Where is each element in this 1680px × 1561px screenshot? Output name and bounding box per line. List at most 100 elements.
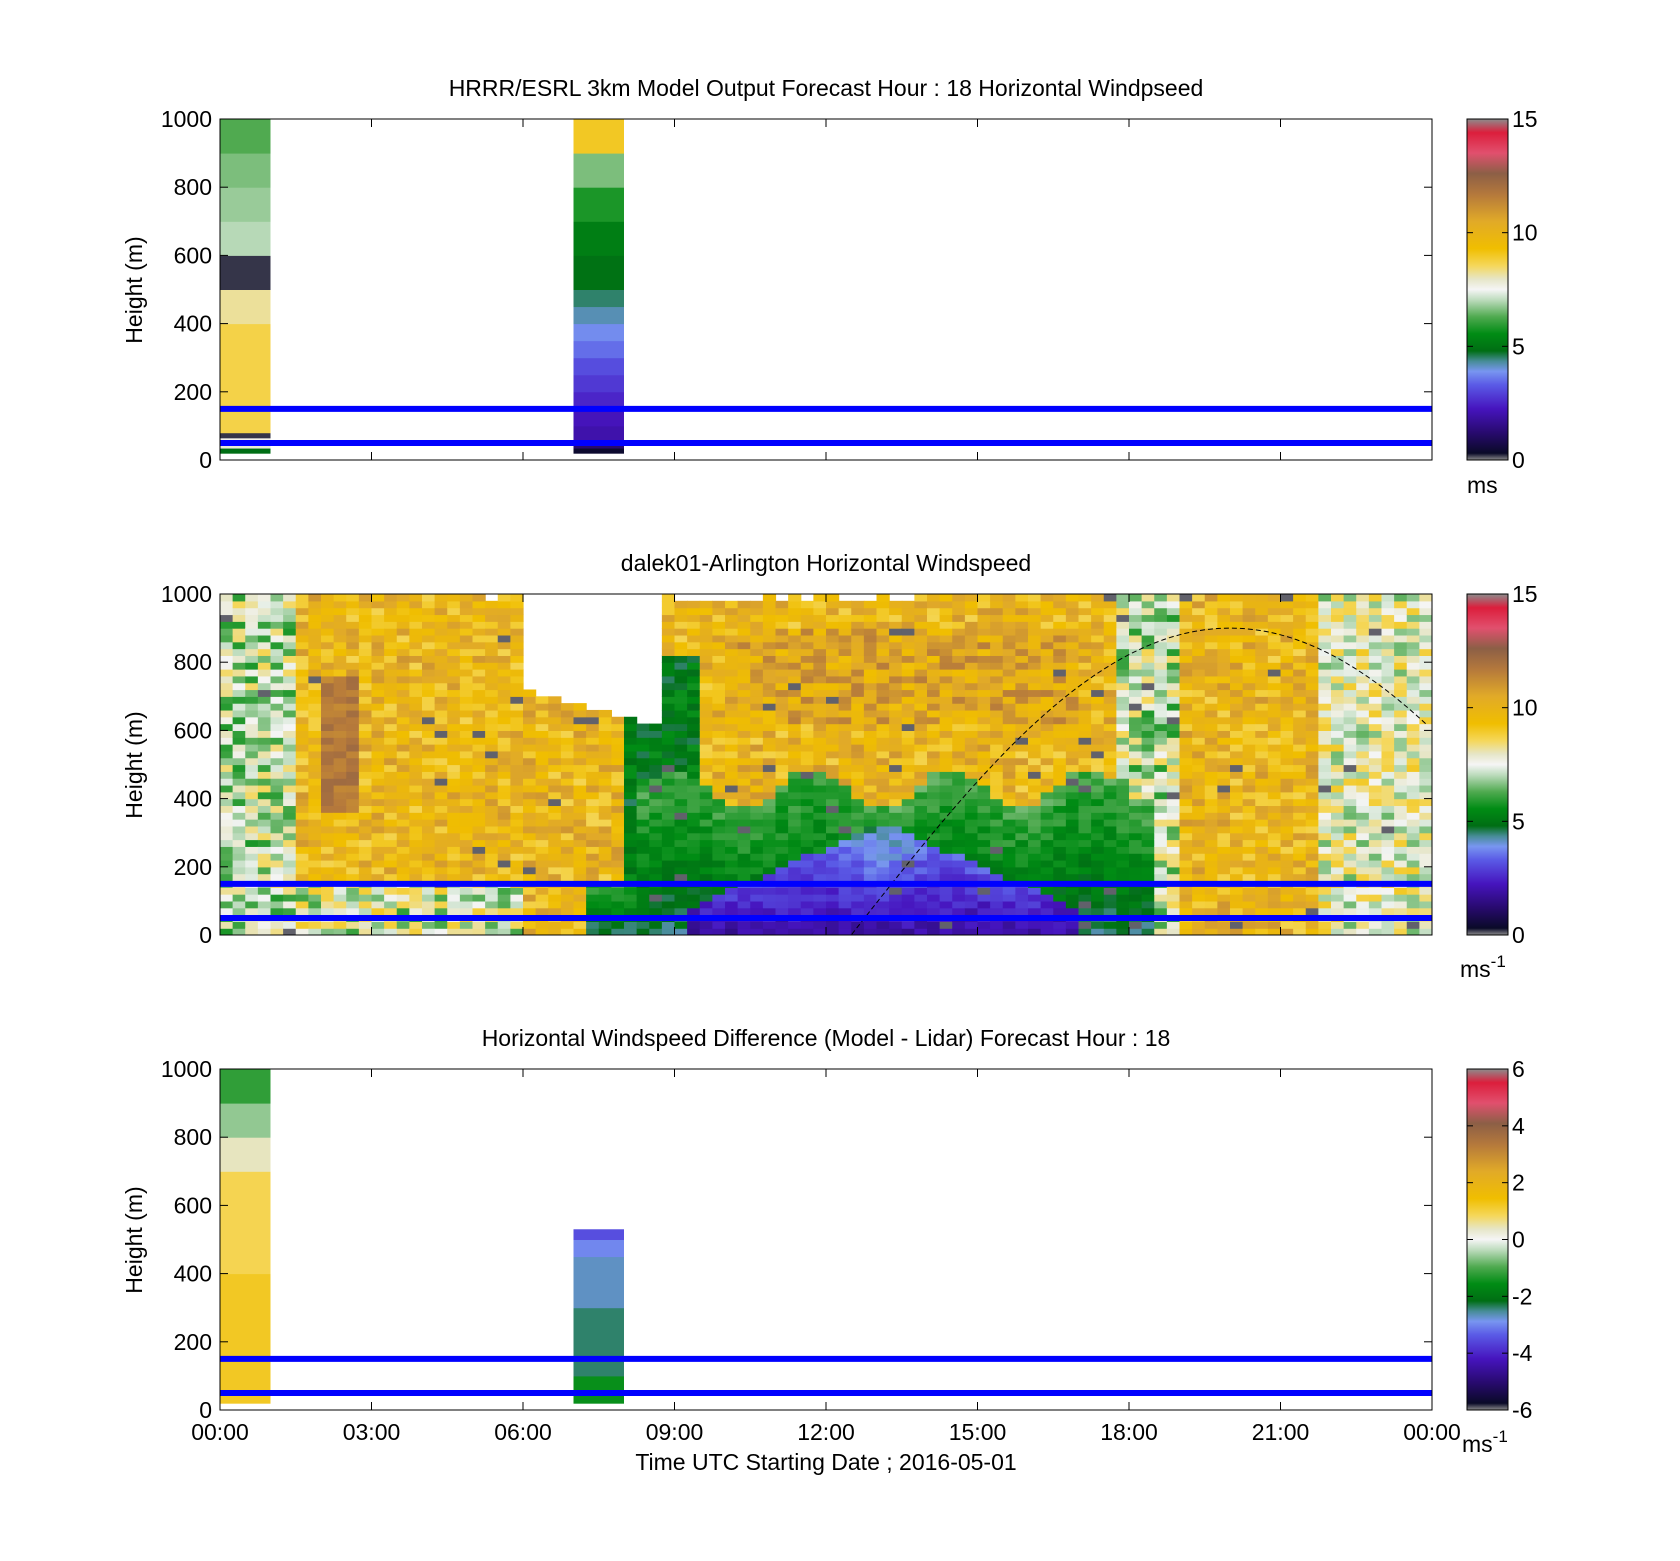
- heatmap-cell: [245, 662, 259, 670]
- heatmap-cell: [598, 737, 612, 745]
- heatmap-cell: [220, 764, 234, 772]
- heatmap-cell: [927, 696, 941, 704]
- heatmap-cell: [321, 621, 335, 629]
- heatmap-cell: [497, 655, 511, 663]
- heatmap-cell: [1015, 723, 1029, 731]
- heatmap-cell: [1091, 607, 1105, 616]
- heatmap-cell: [472, 784, 486, 793]
- heatmap-cell: [927, 873, 941, 882]
- heatmap-cell: [876, 819, 890, 827]
- heatmap-cell: [1331, 839, 1345, 847]
- heatmap-cell: [1166, 600, 1181, 609]
- heatmap-cell: [358, 607, 373, 616]
- heatmap-cell: [939, 778, 953, 786]
- heatmap-cell: [333, 873, 347, 882]
- heatmap-cell: [876, 839, 890, 847]
- heatmap-cell: [510, 689, 524, 697]
- heatmap-cell: [1305, 819, 1319, 827]
- heatmap-cell: [1217, 737, 1231, 745]
- heatmap-cell: [371, 928, 385, 935]
- heatmap-cell: [1154, 600, 1168, 609]
- heatmap-cell: [674, 730, 688, 738]
- heatmap-cell: [548, 900, 562, 909]
- heatmap-cell: [409, 689, 423, 697]
- heatmap-cell: [257, 709, 272, 718]
- heatmap-cell: [472, 716, 486, 725]
- heatmap-cell: [1419, 682, 1432, 691]
- heatmap-cell: [472, 757, 486, 766]
- heatmap-cell: [712, 614, 726, 622]
- heatmap-cell: [358, 887, 373, 895]
- heatmap-cell: [573, 323, 624, 342]
- heatmap-cell: [232, 655, 246, 663]
- heatmap-cell: [523, 866, 537, 875]
- heatmap-cell: [687, 873, 701, 882]
- heatmap-cell: [863, 703, 878, 711]
- heatmap-cell: [800, 887, 814, 895]
- y-tick-label: 1000: [161, 581, 212, 607]
- heatmap-cell: [661, 682, 676, 691]
- heatmap-cell: [1179, 689, 1193, 697]
- heatmap-cell: [1242, 744, 1256, 752]
- heatmap-cell: [1179, 798, 1193, 807]
- heatmap-cell: [1053, 634, 1067, 643]
- heatmap-cell: [358, 648, 373, 656]
- heatmap-cell: [1078, 655, 1092, 663]
- heatmap-cell: [750, 696, 764, 704]
- heatmap-cell: [990, 778, 1004, 786]
- heatmap-cell: [447, 859, 461, 868]
- heatmap-cell: [1217, 703, 1231, 711]
- heatmap-cell: [472, 805, 486, 813]
- heatmap-cell: [1419, 853, 1432, 861]
- heatmap-cell: [1394, 703, 1408, 711]
- heatmap-cell: [813, 682, 827, 691]
- heatmap-cell: [1267, 859, 1282, 868]
- heatmap-cell: [838, 771, 852, 779]
- heatmap-cell: [1255, 798, 1269, 807]
- heatmap-cell: [1141, 634, 1155, 643]
- heatmap-cell: [750, 846, 764, 854]
- heatmap-cell: [914, 859, 928, 868]
- heatmap-cell: [1305, 764, 1319, 772]
- heatmap-cell: [1368, 750, 1383, 759]
- heatmap-cell: [548, 819, 562, 827]
- heatmap-cell: [863, 655, 878, 663]
- heatmap-cell: [788, 621, 802, 629]
- heatmap-cell: [611, 771, 625, 779]
- heatmap-cell: [901, 805, 915, 813]
- heatmap-cell: [1406, 825, 1420, 834]
- heatmap-cell: [674, 621, 688, 629]
- heatmap-cell: [1230, 696, 1244, 704]
- heatmap-cell: [775, 634, 789, 643]
- heatmap-cell: [333, 805, 347, 813]
- heatmap-cell: [901, 607, 915, 616]
- heatmap-cell: [1129, 641, 1143, 650]
- heatmap-cell: [1091, 894, 1105, 902]
- heatmap-cell: [548, 750, 562, 759]
- heatmap-cell: [1078, 675, 1092, 684]
- heatmap-cell: [1230, 628, 1244, 636]
- heatmap-cell: [220, 1137, 271, 1172]
- heatmap-cell: [813, 771, 827, 779]
- heatmap-cell: [649, 744, 663, 752]
- heatmap-cell: [1356, 648, 1370, 656]
- heatmap-cell: [1091, 839, 1105, 847]
- heatmap-cell: [1065, 928, 1080, 935]
- heatmap-cell: [1065, 716, 1080, 725]
- heatmap-cell: [1192, 771, 1206, 779]
- heatmap-cell: [775, 614, 789, 622]
- heatmap-cell: [1318, 628, 1332, 636]
- heatmap-cell: [1002, 839, 1016, 847]
- heatmap-cell: [762, 887, 777, 895]
- heatmap-cell: [863, 839, 878, 847]
- heatmap-cell: [788, 894, 802, 902]
- heatmap-cell: [876, 730, 890, 738]
- heatmap-cell: [636, 750, 650, 759]
- heatmap-cell: [1141, 628, 1155, 636]
- heatmap-cell: [1293, 921, 1307, 929]
- heatmap-cell: [1116, 709, 1130, 718]
- heatmap-cell: [497, 750, 511, 759]
- heatmap-cell: [1305, 798, 1319, 807]
- heatmap-cell: [295, 744, 309, 752]
- heatmap-cell: [725, 894, 739, 902]
